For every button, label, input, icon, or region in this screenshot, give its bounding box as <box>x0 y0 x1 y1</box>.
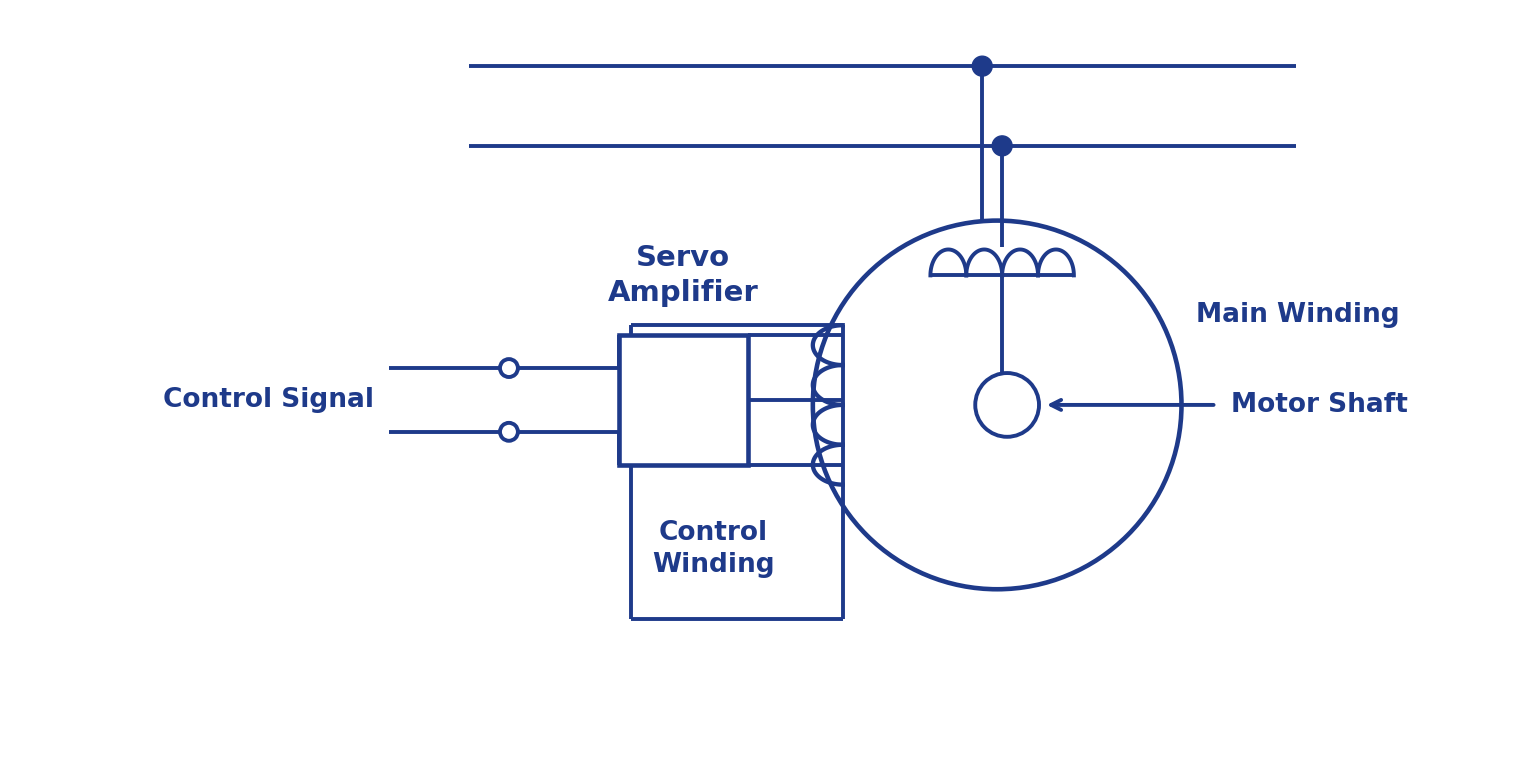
Text: Control
Winding: Control Winding <box>651 519 774 578</box>
Text: Servo
Amplifier: Servo Amplifier <box>608 244 759 307</box>
Bar <box>619 335 748 464</box>
Text: Main Winding: Main Winding <box>1197 302 1399 328</box>
Text: Motor Shaft: Motor Shaft <box>1232 392 1409 418</box>
Circle shape <box>992 136 1012 156</box>
Circle shape <box>972 56 992 76</box>
Text: Control Signal: Control Signal <box>163 387 375 413</box>
Circle shape <box>501 423 518 441</box>
Circle shape <box>501 359 518 377</box>
